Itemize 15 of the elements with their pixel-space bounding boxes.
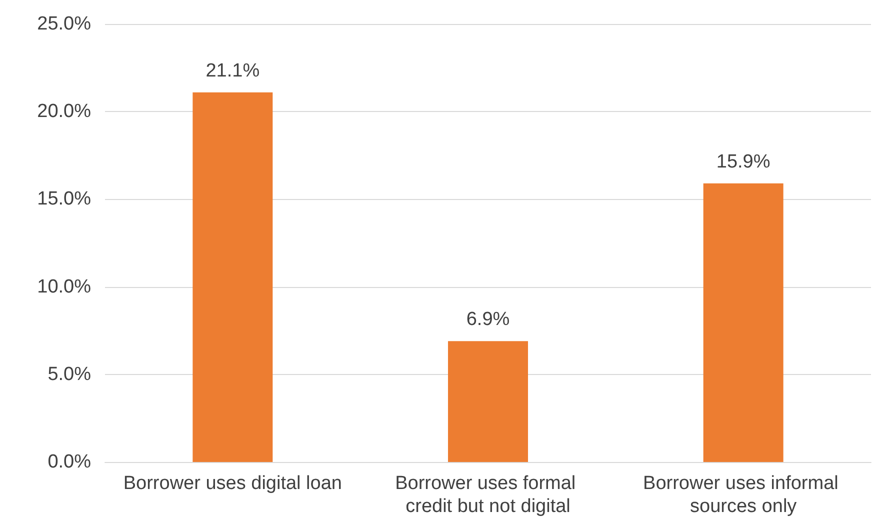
data-label: 21.1% [206, 60, 260, 82]
y-tick-label: 15.0% [37, 188, 92, 210]
x-tick-label: Borrower uses formal credit but not digital [395, 473, 581, 517]
data-label: 15.9% [716, 151, 770, 172]
x-tick-label: Borrower uses informal sources only [643, 473, 844, 517]
bar [703, 183, 784, 462]
y-tick-label: 5.0% [48, 364, 92, 385]
bar [192, 92, 273, 462]
y-tick-label: 10.0% [37, 276, 92, 298]
y-tick-label: 25.0% [37, 14, 92, 34]
x-tick-label: Borrower uses digital loan [123, 473, 342, 494]
y-tick-label: 20.0% [37, 101, 92, 122]
bar [448, 341, 528, 462]
data-label: 6.9% [466, 309, 510, 330]
y-tick-label: 0.0% [48, 452, 92, 472]
